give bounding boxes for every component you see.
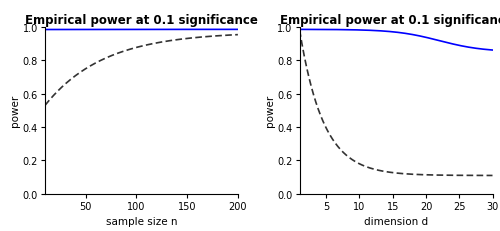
Y-axis label: power: power <box>264 95 274 127</box>
Y-axis label: power: power <box>10 95 20 127</box>
X-axis label: sample size n: sample size n <box>106 216 177 226</box>
Title: Empirical power at 0.1 significance: Empirical power at 0.1 significance <box>25 14 258 27</box>
X-axis label: dimension d: dimension d <box>364 216 428 226</box>
Title: Empirical power at 0.1 significance: Empirical power at 0.1 significance <box>280 14 500 27</box>
